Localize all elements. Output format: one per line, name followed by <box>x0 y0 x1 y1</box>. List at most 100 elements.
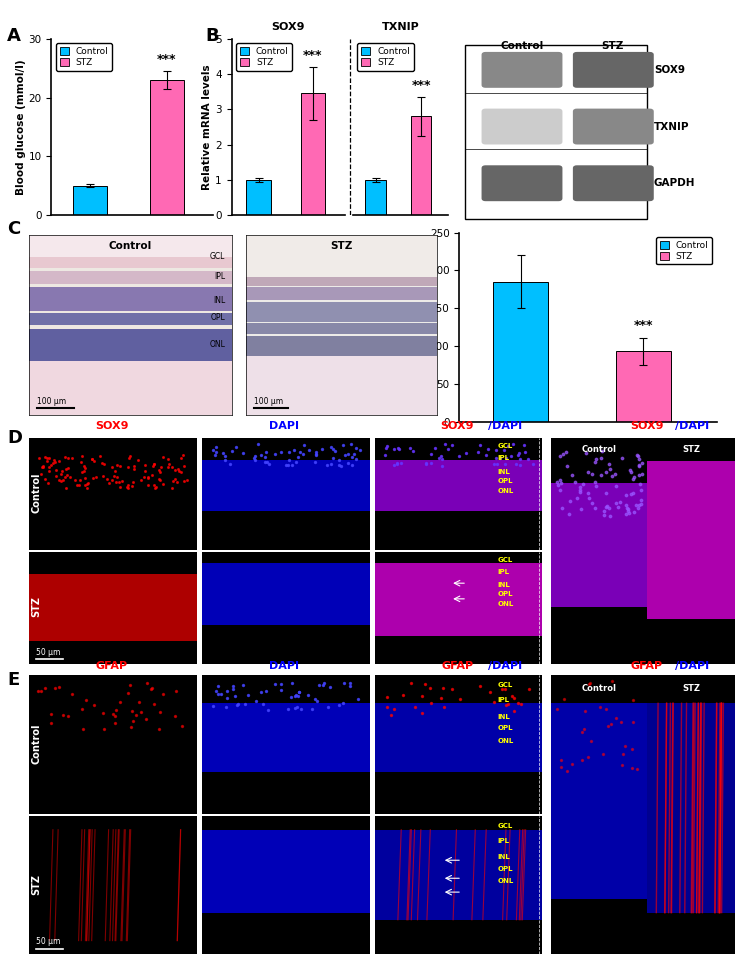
Point <box>617 746 629 762</box>
Text: ONL: ONL <box>497 737 514 743</box>
Point <box>625 462 637 478</box>
Point <box>474 437 486 453</box>
Point <box>627 485 639 501</box>
Text: STZ: STZ <box>32 874 42 894</box>
Text: STZ: STZ <box>331 241 353 251</box>
Bar <box>375 703 542 772</box>
Point <box>555 752 567 767</box>
Point <box>290 688 301 703</box>
Point <box>616 758 628 773</box>
Point <box>124 449 136 464</box>
Point <box>250 693 262 708</box>
Text: IPL: IPL <box>497 569 509 575</box>
Point <box>78 463 90 479</box>
Point <box>571 490 583 506</box>
Point <box>39 680 51 696</box>
Point <box>81 481 93 496</box>
Text: Control: Control <box>32 724 42 764</box>
Point <box>43 451 55 466</box>
Point <box>147 458 159 474</box>
Point <box>175 464 187 480</box>
Point <box>354 442 366 457</box>
Point <box>293 684 305 700</box>
Point <box>590 478 602 493</box>
Text: B: B <box>206 27 220 46</box>
Text: INL: INL <box>497 582 510 588</box>
Point <box>127 713 139 729</box>
Point <box>551 474 563 489</box>
Point <box>260 444 272 459</box>
Bar <box>375 460 542 511</box>
Point <box>554 449 566 464</box>
Point <box>287 457 298 473</box>
Bar <box>375 563 542 636</box>
Point <box>242 687 254 703</box>
Point <box>345 436 356 452</box>
Point <box>146 467 157 483</box>
Bar <box>29 271 232 284</box>
Point <box>62 460 74 476</box>
Point <box>310 448 322 463</box>
Point <box>309 691 321 706</box>
Point <box>578 721 589 736</box>
Point <box>290 454 302 470</box>
Point <box>634 452 645 467</box>
Point <box>584 675 596 691</box>
Point <box>636 467 648 483</box>
Point <box>41 451 53 466</box>
Text: TXNIP: TXNIP <box>381 21 420 32</box>
Point <box>313 676 325 692</box>
Point <box>157 686 168 702</box>
Text: Control: Control <box>581 684 617 693</box>
Point <box>53 453 65 469</box>
Point <box>35 467 47 483</box>
Point <box>287 675 298 691</box>
Point <box>172 461 184 477</box>
Point <box>628 469 639 484</box>
Point <box>604 509 616 524</box>
Point <box>333 457 345 473</box>
Point <box>614 494 626 510</box>
FancyBboxPatch shape <box>573 166 653 202</box>
Bar <box>551 703 647 898</box>
Point <box>275 676 287 692</box>
Point <box>282 702 294 717</box>
Point <box>232 697 244 712</box>
Point <box>605 717 617 733</box>
Text: 50 μm: 50 μm <box>36 937 60 946</box>
Point <box>609 710 621 726</box>
Point <box>635 496 647 512</box>
Point <box>54 679 65 695</box>
Point <box>127 474 139 489</box>
Text: ***: *** <box>412 78 431 92</box>
Point <box>616 450 628 465</box>
Point <box>290 700 301 715</box>
Point <box>220 683 232 699</box>
Point <box>146 680 158 696</box>
Point <box>126 478 137 493</box>
Point <box>261 454 273 470</box>
Point <box>604 461 616 477</box>
Point <box>555 475 567 490</box>
Bar <box>246 288 437 300</box>
Point <box>573 484 585 500</box>
Point <box>141 675 153 691</box>
Point <box>329 444 340 459</box>
Point <box>207 699 218 714</box>
Text: Control: Control <box>109 241 152 251</box>
Point <box>269 676 281 692</box>
Point <box>351 451 362 466</box>
Bar <box>246 301 437 322</box>
Point <box>507 436 519 452</box>
Text: GFAP: GFAP <box>96 661 128 671</box>
Bar <box>301 93 325 215</box>
Point <box>632 448 644 463</box>
Text: GCL: GCL <box>497 823 512 828</box>
Point <box>114 694 126 709</box>
Y-axis label: Retinal thickness (μm): Retinal thickness (μm) <box>417 261 427 393</box>
Point <box>79 470 90 485</box>
Point <box>143 470 154 485</box>
Point <box>602 718 614 734</box>
Point <box>610 495 622 511</box>
FancyBboxPatch shape <box>481 52 562 88</box>
